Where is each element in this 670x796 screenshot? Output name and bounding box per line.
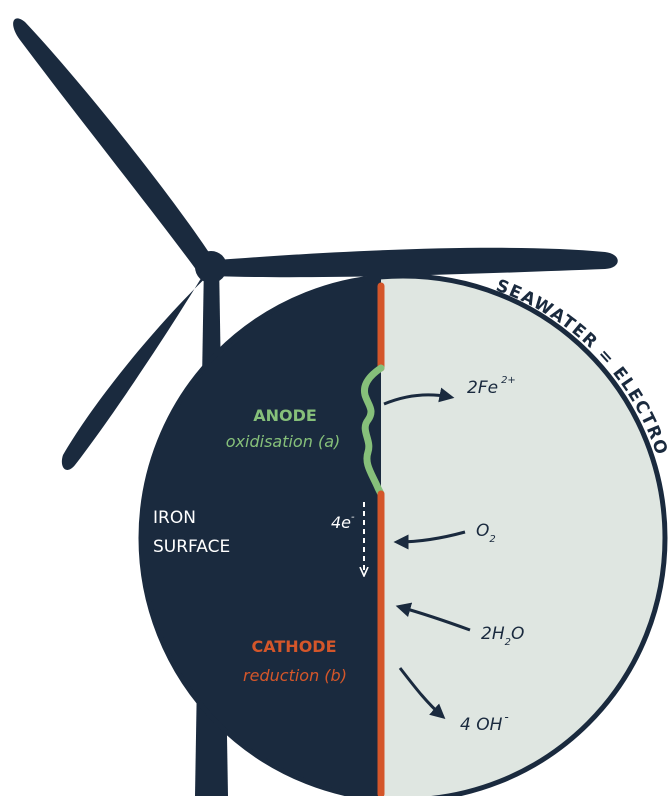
iron-label-line1: IRON [153, 508, 196, 528]
circle-outline [138, 273, 668, 796]
anode-pit-line [360, 364, 385, 498]
electrons-label: 4e- [331, 512, 355, 532]
turbine-blade-upper [13, 18, 215, 275]
fe-arrow [383, 387, 455, 406]
turbine-hub [195, 251, 227, 283]
turbine-blade-lower [61, 266, 218, 470]
cathode-title: CATHODE [252, 637, 337, 656]
h2o-arrow [395, 602, 471, 632]
iron-label-line2: SURFACE [153, 537, 230, 557]
o2-arrow [393, 530, 466, 550]
cathode-subtitle: reduction (b) [243, 666, 347, 685]
seawater-half [381, 276, 665, 796]
fe-ion-label: 2Fe 2+ [467, 375, 516, 398]
hydroxide-label: 4 OH - [460, 710, 509, 735]
water-label: 2H2O [481, 624, 524, 648]
anode-title: ANODE [253, 406, 317, 425]
turbine-blade-right [214, 247, 618, 278]
hydroxide-arrow [398, 667, 446, 719]
o2-label: O2 [476, 521, 496, 545]
anode-subtitle: oxidisation (a) [226, 432, 340, 451]
